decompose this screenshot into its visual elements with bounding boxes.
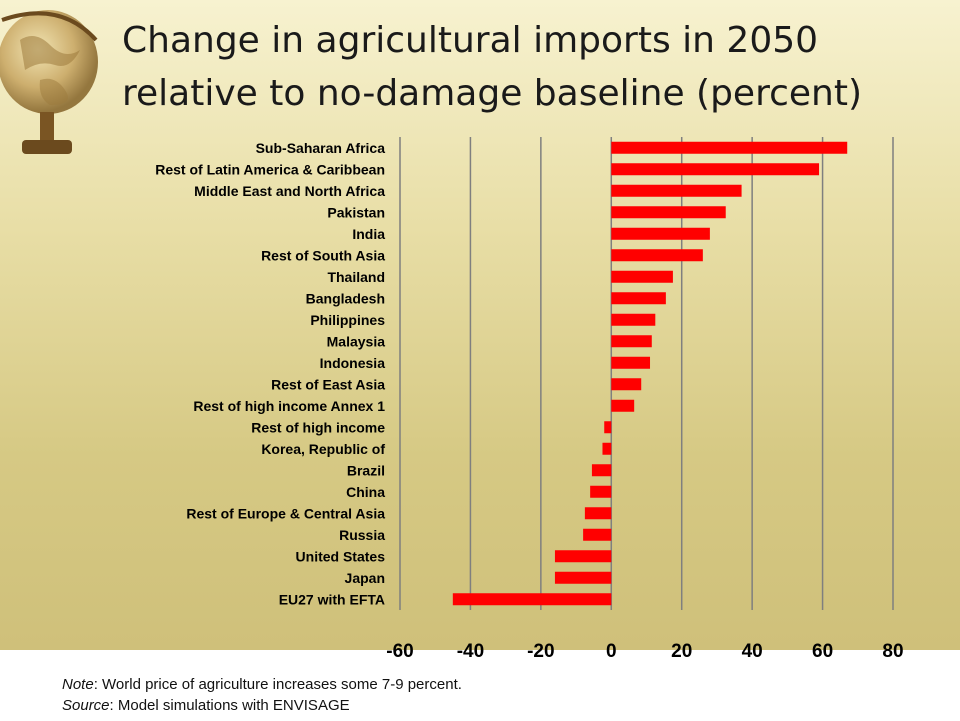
category-label: India xyxy=(352,226,385,242)
category-label: Russia xyxy=(339,527,385,543)
bar-chart: Sub-Saharan Africa Rest of Latin America … xyxy=(155,137,904,662)
category-label: Rest of South Asia xyxy=(261,247,385,263)
bar xyxy=(611,356,651,369)
title-line-2: relative to no-damage baseline (percent) xyxy=(122,73,863,114)
category-label: Thailand xyxy=(327,269,385,285)
bar xyxy=(611,227,710,240)
bar xyxy=(611,163,820,176)
source-line: Source: Model simulations with ENVISAGE xyxy=(62,695,462,716)
bar xyxy=(584,507,612,520)
slide-background xyxy=(0,0,960,650)
note-label: Note xyxy=(62,676,94,693)
x-tick-label: 80 xyxy=(882,641,903,662)
category-label: Rest of high income Annex 1 xyxy=(193,398,385,414)
category-label: Bangladesh xyxy=(306,290,385,306)
category-label: Rest of Latin America & Caribbean xyxy=(155,161,385,177)
category-label: Sub-Saharan Africa xyxy=(256,140,386,156)
category-label: United States xyxy=(296,548,386,564)
bar xyxy=(611,313,656,326)
note-text: : World price of agriculture increases s… xyxy=(93,676,462,693)
note-line: Note: World price of agriculture increas… xyxy=(62,674,462,695)
bar xyxy=(591,464,612,477)
bar xyxy=(611,378,642,391)
category-label: Malaysia xyxy=(327,333,386,349)
bar xyxy=(611,184,742,197)
category-label: Korea, Republic of xyxy=(261,441,385,457)
bar xyxy=(583,528,612,541)
bar xyxy=(590,485,612,498)
source-label: Source xyxy=(62,697,110,714)
category-label: Rest of East Asia xyxy=(271,376,385,392)
category-label: Middle East and North Africa xyxy=(194,183,385,199)
category-label: China xyxy=(346,484,385,500)
bar xyxy=(611,335,652,348)
slide-title: Change in agricultural imports in 2050 r… xyxy=(122,14,922,120)
category-label: Rest of Europe & Central Asia xyxy=(186,505,385,521)
category-label: Japan xyxy=(345,570,385,586)
x-tick-label: -40 xyxy=(457,641,484,662)
category-label: Indonesia xyxy=(320,355,386,371)
category-label: Pakistan xyxy=(327,204,385,220)
category-label: Rest of high income xyxy=(251,419,385,435)
x-tick-label: 40 xyxy=(742,641,763,662)
bar xyxy=(611,292,666,305)
category-label: Philippines xyxy=(310,312,385,328)
bar xyxy=(452,593,612,606)
x-tick-label: 0 xyxy=(606,641,617,662)
footnotes: Note: World price of agriculture increas… xyxy=(62,674,462,716)
globe-icon xyxy=(0,10,98,154)
source-text: : Model simulations with ENVISAGE xyxy=(109,697,350,714)
x-tick-label: 60 xyxy=(812,641,833,662)
category-label: Brazil xyxy=(347,462,385,478)
bar xyxy=(611,270,673,283)
category-label: EU27 with EFTA xyxy=(279,591,385,607)
bar xyxy=(611,249,703,262)
bar xyxy=(604,421,612,434)
bar xyxy=(611,206,726,219)
x-tick-label: 20 xyxy=(671,641,692,662)
x-tick-label: -60 xyxy=(386,641,413,662)
bar xyxy=(611,141,848,154)
bar xyxy=(611,399,635,412)
bar xyxy=(602,442,612,455)
title-line-1: Change in agricultural imports in 2050 xyxy=(122,20,819,61)
bar xyxy=(554,550,612,563)
bar xyxy=(554,571,612,584)
x-tick-label: -20 xyxy=(527,641,554,662)
